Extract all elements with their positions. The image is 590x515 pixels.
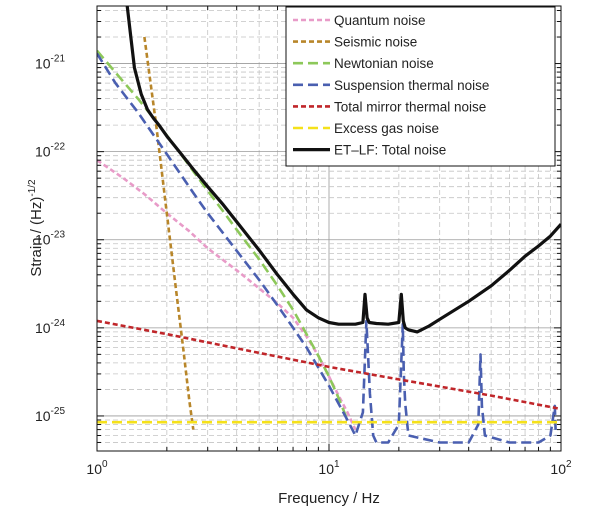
series-line-2 <box>143 36 195 430</box>
series-line-4 <box>97 52 558 444</box>
tick-labels: 100 101 102 10-25 10-24 10-23 10-22 10-21 <box>35 54 572 477</box>
y-axis-label-main: Strain / (Hz) <box>28 197 45 277</box>
y-tick-label: 10-24 <box>35 318 65 336</box>
legend-label: ET–LF: Total noise <box>334 143 446 158</box>
legend-label: Excess gas noise <box>334 121 439 136</box>
legend-box <box>285 6 556 167</box>
x-tick-label: 100 <box>86 459 108 477</box>
y-axis-label: Strain / (Hz)-1/2 <box>27 179 45 277</box>
x-tick-label: 101 <box>318 459 340 477</box>
y-tick-label: 10-22 <box>35 142 65 160</box>
legend-label: Suspension thermal noise <box>334 78 489 93</box>
legend-label: Seismic noise <box>334 35 417 50</box>
x-axis-label: Frequency / Hz <box>278 490 380 507</box>
legend-label: Quantum noise <box>334 13 426 28</box>
y-tick-label: 10-21 <box>35 54 65 72</box>
y-tick-label: 10-25 <box>35 406 65 424</box>
legend-label: Total mirror thermal noise <box>334 99 486 114</box>
series-line-5 <box>97 319 561 411</box>
legend: Quantum noise Seismic noise Newtonian nois… <box>285 6 556 167</box>
y-axis-label-exponent: -1/2 <box>27 179 38 197</box>
y-tick-label: 10-23 <box>35 230 65 248</box>
x-tick-label: 102 <box>550 459 572 477</box>
series-layer <box>97 6 561 444</box>
legend-label: Newtonian noise <box>334 56 434 71</box>
series-line-7 <box>125 6 561 334</box>
